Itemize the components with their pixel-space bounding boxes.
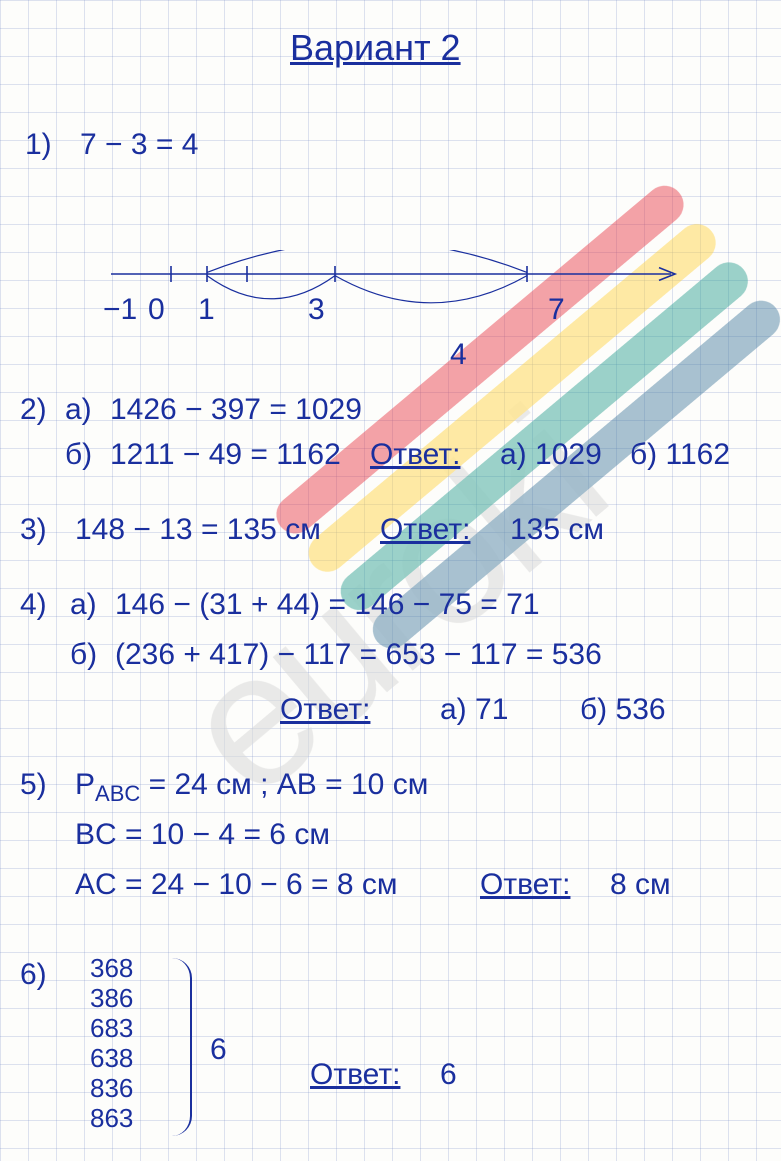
p1-label: 1) (25, 130, 52, 160)
p6-answer-word: Ответ: (310, 1060, 400, 1090)
p6-number: 368 (90, 955, 133, 981)
p4-label: 4) (20, 590, 47, 620)
p5-answer-word: Ответ: (480, 870, 570, 900)
p3-eq: 148 − 13 = 135 см (75, 515, 321, 545)
p4-b-prefix: б) (70, 640, 97, 670)
p4-a-prefix: а) (70, 590, 97, 620)
p6-answer: 6 (440, 1060, 457, 1090)
p4-b-eq: (236 + 417) − 117 = 653 − 117 = 536 (115, 640, 602, 670)
p6-number: 683 (90, 1015, 133, 1041)
p5-label: 5) (20, 770, 47, 800)
p4-a-eq: 146 − (31 + 44) = 146 − 75 = 71 (115, 590, 540, 620)
p6-count: 6 (210, 1035, 227, 1065)
p1-tick-label: 7 (548, 295, 565, 325)
p5-rest: = 24 см ; AB = 10 см (140, 768, 428, 801)
p6-label: 6) (20, 960, 47, 990)
p1-arc-label: 4 (450, 340, 467, 370)
p4-answer-a: а) 71 (440, 695, 508, 725)
p3-answer-word: Ответ: (380, 515, 470, 545)
p2-label: 2) (20, 395, 47, 425)
page-title: Вариант 2 (290, 30, 461, 66)
p2-answer-b: б) 1162 (630, 440, 730, 470)
p2-a-prefix: а) (65, 395, 92, 425)
p1-tick-label: 0 (148, 295, 165, 325)
p5-line3: AC = 24 − 10 − 6 = 8 см (75, 870, 398, 900)
p1-tick-label: 1 (198, 295, 215, 325)
p5-line2: BC = 10 − 4 = 6 см (75, 820, 330, 850)
p5-line1: PABC = 24 см ; AB = 10 см (75, 770, 428, 805)
p2-answer-a: а) 1029 (500, 440, 602, 470)
p2-answer-word: Ответ: (370, 440, 460, 470)
p2-b-eq: 1211 − 49 = 1162 (110, 440, 341, 470)
p4-answer-b: б) 536 (580, 695, 666, 725)
p2-b-prefix: б) (65, 440, 92, 470)
p1-tick-label: 3 (308, 295, 325, 325)
p6-number: 863 (90, 1105, 133, 1131)
p5-answer: 8 см (610, 870, 671, 900)
p6-number: 638 (90, 1045, 133, 1071)
p1-tick-label: −1 (103, 295, 137, 325)
p1-equation: 7 − 3 = 4 (80, 130, 198, 160)
p1-number-line (40, 250, 750, 370)
p5-P: P (75, 768, 95, 801)
p6-brace (160, 958, 192, 1136)
p6-number: 836 (90, 1075, 133, 1101)
p4-answer-word: Ответ: (280, 695, 370, 725)
p2-a-eq: 1426 − 397 = 1029 (110, 395, 362, 425)
p6-number: 386 (90, 985, 133, 1011)
p5-sub: ABC (95, 781, 140, 806)
p3-label: 3) (20, 515, 47, 545)
p3-answer: 135 см (510, 515, 604, 545)
